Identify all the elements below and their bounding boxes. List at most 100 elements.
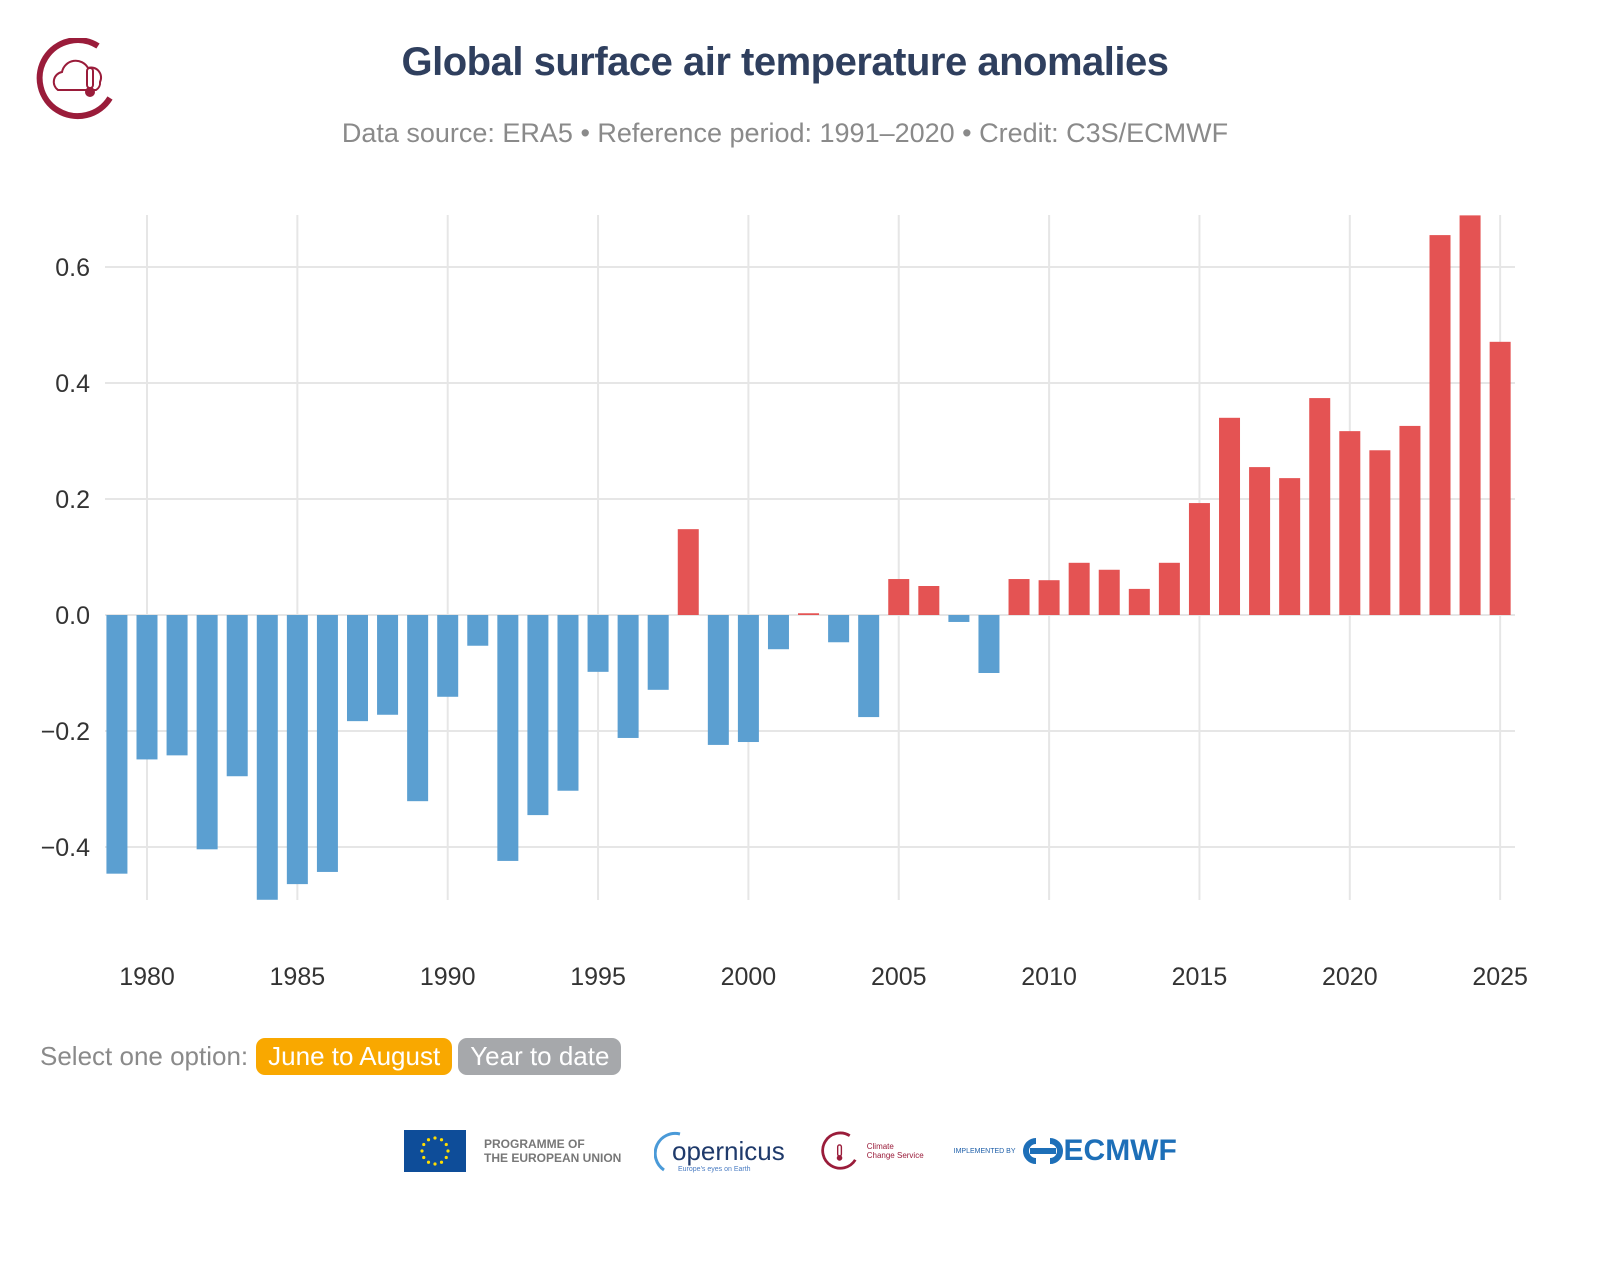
bar-2000 <box>737 615 759 743</box>
eu-star-icon <box>439 1138 444 1142</box>
bar-1992 <box>497 615 519 861</box>
bar-1980 <box>136 615 158 760</box>
copernicus-arc-icon <box>654 1131 681 1171</box>
eu-star-icon <box>420 1149 424 1153</box>
bar-2020 <box>1339 431 1361 615</box>
bar-1990 <box>437 615 459 697</box>
bar-1994 <box>557 615 579 791</box>
x-tick-label: 1990 <box>420 963 476 991</box>
chart-subtitle: Data source: ERA5 • Reference period: 19… <box>341 118 1229 148</box>
ccs-logo: Climate Change Service <box>821 1131 924 1171</box>
bar-2010 <box>1038 580 1060 615</box>
bar-1986 <box>316 615 338 872</box>
ccs-line1: Climate <box>866 1142 894 1151</box>
bar-2025 <box>1489 341 1511 615</box>
bar-2009 <box>1008 579 1030 615</box>
eu-text-line2: THE EUROPEAN UNION <box>484 1151 622 1165</box>
bar-2006 <box>918 586 940 615</box>
bar-2011 <box>1068 562 1090 615</box>
bar-2012 <box>1098 569 1120 615</box>
copernicus-text: opernicus <box>672 1135 785 1166</box>
y-tick-label: 0.6 <box>55 254 90 282</box>
bar-2007 <box>948 615 970 622</box>
bar-1997 <box>647 615 669 690</box>
bar-1995 <box>587 615 609 672</box>
bar-2004 <box>858 615 880 718</box>
y-tick-label: 0.0 <box>55 602 90 630</box>
x-tick-label: 1980 <box>119 963 175 991</box>
eu-star-icon <box>439 1160 444 1164</box>
june-to-august-button[interactable]: June to August <box>256 1038 453 1075</box>
eu-star-icon <box>433 1136 437 1140</box>
bar-2022 <box>1399 425 1421 615</box>
bar-chart: −0.4 −0.2 0.0 0.2 0.4 0.6 1980 1985 1990 1995 2000… <box>41 215 1528 991</box>
ecmwf-text: ECMWF <box>1063 1134 1177 1167</box>
bar-1987 <box>346 615 368 722</box>
x-tick-label: 2000 <box>721 963 777 991</box>
y-tick-label: −0.4 <box>41 834 90 862</box>
eu-star-icon <box>422 1155 426 1160</box>
bar-2019 <box>1309 398 1331 615</box>
option-selector: Select one option: June to August Year t… <box>40 1038 622 1075</box>
implemented-by-text: IMPLEMENTED BY <box>953 1147 1016 1155</box>
bar-1983 <box>226 615 248 777</box>
eu-text-line1: PROGRAMME OF <box>484 1137 585 1151</box>
x-tick-label: 2005 <box>871 963 927 991</box>
x-tick-label: 1985 <box>270 963 326 991</box>
bar-1996 <box>617 615 639 738</box>
bar-1993 <box>527 615 549 816</box>
bar-2002 <box>798 613 820 615</box>
option-label: Select one option: <box>40 1041 249 1071</box>
bar-2015 <box>1188 503 1210 615</box>
bar-2021 <box>1369 450 1391 615</box>
copernicus-logo: opernicus Europe's eyes on Earth <box>654 1131 785 1173</box>
x-tick-label: 2025 <box>1472 963 1528 991</box>
bar-1998 <box>677 529 699 615</box>
x-tick-label: 1995 <box>570 963 626 991</box>
eu-programme-text: PROGRAMME OF THE EUROPEAN UNION <box>484 1137 634 1165</box>
eu-flag-icon <box>404 1130 466 1172</box>
ccs-icon <box>821 1131 857 1170</box>
bar-2003 <box>828 615 850 643</box>
eu-star-icon <box>433 1162 437 1166</box>
eu-star-icon <box>422 1142 426 1147</box>
eu-star-icon <box>444 1142 448 1147</box>
bar-1985 <box>286 615 308 885</box>
ecmwf-icon <box>1022 1138 1063 1164</box>
copernicus-tagline: Europe's eyes on Earth <box>678 1165 751 1173</box>
x-tick-label: 2020 <box>1322 963 1378 991</box>
eu-star-icon <box>446 1149 450 1153</box>
y-tick-label: 0.2 <box>55 486 90 514</box>
bar-1988 <box>377 615 399 715</box>
bar-2005 <box>888 579 910 615</box>
bar-1999 <box>707 615 729 745</box>
x-tick-label: 2010 <box>1021 963 1077 991</box>
footer-logos: PROGRAMME OF THE EUROPEAN UNION opernicu… <box>404 1130 1177 1173</box>
bar-1989 <box>407 615 429 802</box>
bar-1984 <box>256 615 278 900</box>
year-to-date-button[interactable]: Year to date <box>458 1038 622 1075</box>
bar-2014 <box>1158 562 1180 615</box>
bar-1979 <box>106 615 128 874</box>
y-tick-label: −0.2 <box>41 718 90 746</box>
eu-star-icon <box>426 1138 431 1142</box>
ccs-line2: Change Service <box>866 1151 924 1160</box>
bar-2017 <box>1249 467 1271 615</box>
bar-2024 <box>1459 215 1481 615</box>
x-tick-label: 2015 <box>1172 963 1228 991</box>
bar-1981 <box>166 615 188 756</box>
chart-title: Global surface air temperature anomalies <box>401 40 1169 84</box>
bar-2023 <box>1429 235 1451 615</box>
bar-2016 <box>1219 417 1241 615</box>
bar-1982 <box>196 615 218 850</box>
bar-2001 <box>767 615 789 650</box>
bar-1991 <box>467 615 489 646</box>
eu-star-icon <box>426 1160 431 1164</box>
y-tick-label: 0.4 <box>55 370 90 398</box>
ecmwf-logo: ECMWF <box>1022 1134 1177 1168</box>
bar-2013 <box>1128 588 1150 615</box>
bar-2008 <box>978 615 1000 673</box>
bar-2018 <box>1279 478 1301 615</box>
climate-change-service-logo <box>36 38 113 120</box>
eu-star-icon <box>444 1155 448 1160</box>
